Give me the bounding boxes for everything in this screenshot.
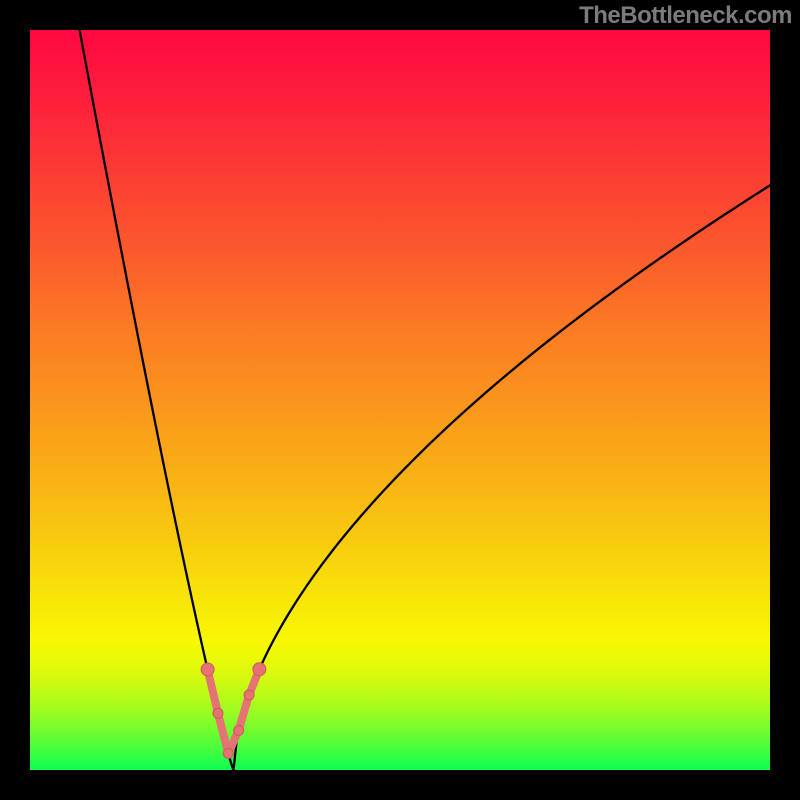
watermark-text: TheBottleneck.com [579,2,792,30]
chart-stage: TheBottleneck.com [0,0,800,800]
plot-area [30,30,770,770]
marker-dot [201,663,214,676]
bottleneck-chart-svg [0,0,800,800]
marker-dot [244,690,254,700]
marker-dot [253,663,266,676]
marker-dot [234,725,244,735]
marker-dot [213,708,223,718]
marker-dot [223,748,233,758]
